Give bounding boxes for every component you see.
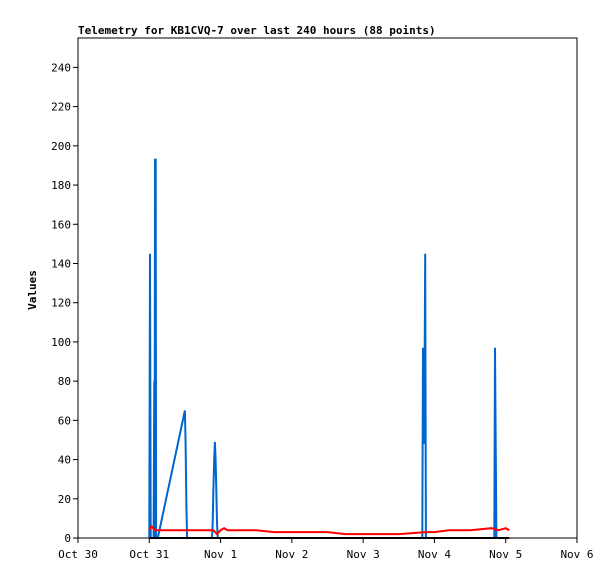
x-tick-label: Nov 6 <box>560 548 593 561</box>
plot-frame <box>77 37 578 539</box>
y-tick-label: 160 <box>51 218 71 231</box>
y-tick-label: 200 <box>51 140 71 153</box>
x-tick-label: Nov 4 <box>418 548 451 561</box>
y-tick-label: 120 <box>51 297 71 310</box>
x-axis: Oct 30 Oct 31 Nov 1 Nov 2 Nov 3 Nov 4 Nov 5 Nov… <box>58 538 594 561</box>
y-tick-label: 40 <box>58 454 71 467</box>
y-tick-label: 140 <box>51 257 71 270</box>
y-tick-label: 100 <box>51 336 71 349</box>
chart-title: Telemetry for KB1CVQ-7 over last 240 hou… <box>78 24 436 37</box>
y-tick-label: 60 <box>58 414 71 427</box>
x-tick-label: Nov 1 <box>204 548 237 561</box>
y-tick-label: 0 <box>64 532 71 545</box>
series-line-1 <box>148 158 498 539</box>
x-tick-label: Nov 3 <box>347 548 380 561</box>
x-tick-label: Oct 30 <box>58 548 98 561</box>
series-line-2 <box>148 524 510 536</box>
y-tick-label: 80 <box>58 375 71 388</box>
y-tick-label: 180 <box>51 179 71 192</box>
y-axis-label: Values <box>26 270 39 310</box>
y-tick-label: 20 <box>58 493 71 506</box>
x-tick-label: Nov 2 <box>275 548 308 561</box>
y-axis: 0 20 40 60 80 100 120 140 160 180 200 220 240 <box>51 61 78 545</box>
x-tick-label: Oct 31 <box>129 548 169 561</box>
y-tick-label: 240 <box>51 61 71 74</box>
y-tick-label: 220 <box>51 101 71 114</box>
series-group <box>148 158 510 539</box>
x-tick-label: Nov 5 <box>489 548 522 561</box>
